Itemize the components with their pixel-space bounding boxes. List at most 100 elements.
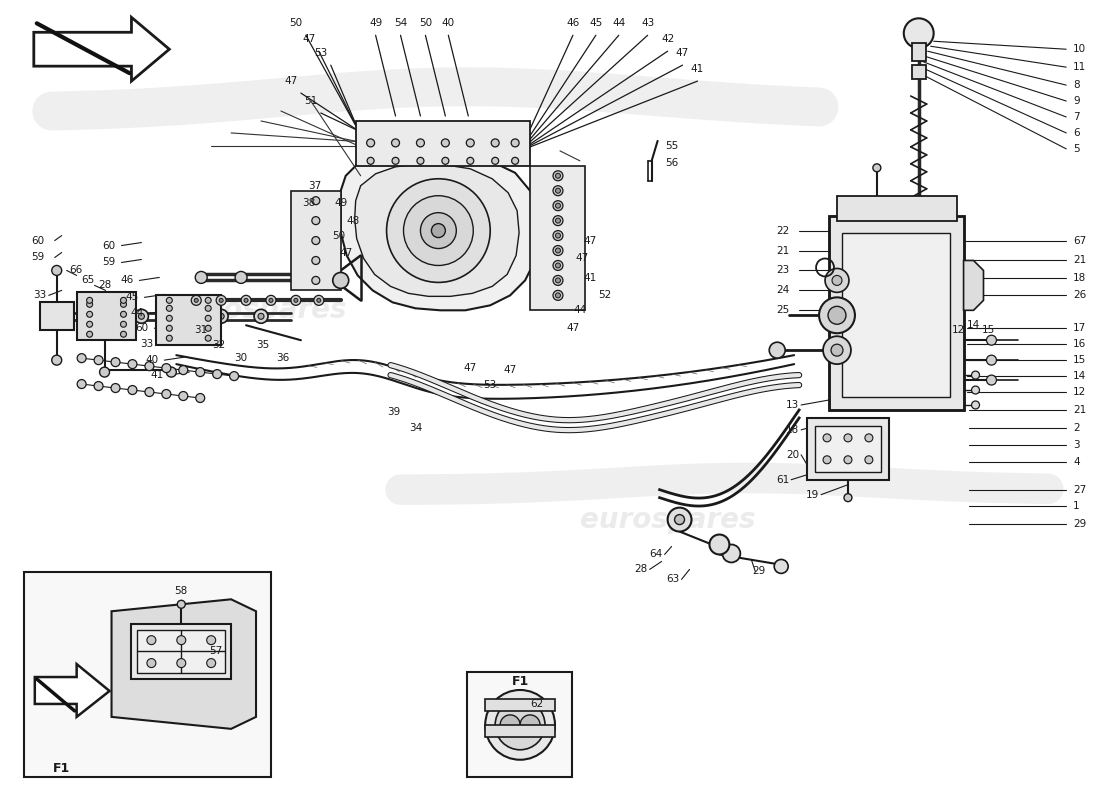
Polygon shape (964, 261, 983, 310)
Text: 29: 29 (1074, 518, 1087, 529)
Text: 46: 46 (120, 275, 133, 286)
Text: 66: 66 (69, 266, 82, 275)
Circle shape (121, 331, 126, 338)
Text: 53: 53 (315, 48, 328, 58)
Circle shape (512, 158, 518, 164)
Circle shape (134, 310, 148, 323)
Circle shape (987, 355, 997, 365)
Circle shape (87, 298, 92, 303)
Circle shape (844, 456, 851, 464)
Circle shape (217, 295, 227, 306)
Circle shape (317, 298, 321, 302)
Bar (911, 258, 926, 266)
Text: 26: 26 (1074, 290, 1087, 300)
Circle shape (206, 306, 211, 311)
Circle shape (145, 387, 154, 397)
Text: 54: 54 (394, 18, 407, 28)
Text: 32: 32 (212, 340, 226, 350)
Circle shape (177, 600, 185, 608)
Text: 10: 10 (1074, 44, 1087, 54)
Circle shape (128, 386, 136, 394)
Text: 47: 47 (302, 34, 316, 44)
Circle shape (553, 261, 563, 270)
Text: 47: 47 (575, 254, 589, 263)
Circle shape (87, 302, 92, 307)
Text: 15: 15 (1074, 355, 1087, 365)
Text: 1: 1 (1074, 501, 1080, 510)
Circle shape (556, 293, 561, 298)
Circle shape (987, 375, 997, 385)
Circle shape (553, 246, 563, 255)
Circle shape (195, 271, 207, 283)
Text: 29: 29 (752, 566, 766, 577)
Circle shape (311, 237, 320, 245)
Circle shape (825, 269, 849, 292)
Circle shape (865, 434, 873, 442)
Text: 15: 15 (982, 326, 996, 335)
Bar (842, 233, 949, 397)
Circle shape (832, 275, 842, 286)
Circle shape (206, 326, 211, 331)
Text: 47: 47 (464, 363, 477, 373)
Text: 50: 50 (332, 230, 345, 241)
Bar (132, 624, 231, 679)
Circle shape (553, 186, 563, 196)
Text: 13: 13 (785, 400, 799, 410)
Circle shape (235, 271, 248, 283)
Polygon shape (354, 164, 519, 296)
Circle shape (206, 315, 211, 322)
Text: 44: 44 (612, 18, 626, 28)
Circle shape (258, 314, 264, 319)
Circle shape (987, 335, 997, 345)
Circle shape (311, 197, 320, 205)
Circle shape (404, 196, 473, 266)
Text: 43: 43 (641, 18, 654, 28)
Circle shape (207, 658, 216, 667)
Text: 46: 46 (566, 18, 580, 28)
Text: 47: 47 (583, 235, 596, 246)
Circle shape (873, 164, 881, 172)
Circle shape (723, 545, 740, 562)
Text: 49: 49 (368, 18, 382, 28)
Bar (530, 166, 585, 310)
Circle shape (270, 298, 273, 302)
Text: 38: 38 (302, 198, 316, 208)
Circle shape (556, 188, 561, 194)
Circle shape (485, 690, 556, 760)
Circle shape (442, 158, 449, 164)
Circle shape (710, 534, 729, 554)
Text: 47: 47 (284, 76, 297, 86)
Circle shape (865, 456, 873, 464)
Circle shape (311, 257, 320, 265)
Text: 17: 17 (1074, 323, 1087, 334)
Circle shape (556, 218, 561, 223)
Circle shape (311, 217, 320, 225)
Polygon shape (111, 599, 256, 729)
Text: 12: 12 (1074, 387, 1087, 397)
Text: 59: 59 (102, 258, 116, 267)
Text: 50: 50 (289, 18, 302, 28)
Circle shape (111, 383, 120, 393)
Circle shape (77, 354, 86, 362)
Text: 27: 27 (1074, 485, 1087, 494)
Circle shape (244, 298, 249, 302)
Text: 18: 18 (1074, 274, 1087, 283)
Bar (468, 672, 572, 777)
Circle shape (556, 248, 561, 253)
Circle shape (87, 322, 92, 327)
Bar (24, 572, 271, 777)
Text: 39: 39 (387, 407, 400, 417)
Text: 16: 16 (1074, 339, 1087, 349)
Bar (837, 196, 957, 221)
Circle shape (166, 306, 173, 311)
Bar (290, 190, 341, 290)
Circle shape (99, 314, 104, 319)
Text: 28: 28 (99, 280, 112, 290)
Text: 5: 5 (1074, 144, 1080, 154)
Circle shape (417, 158, 424, 164)
Circle shape (179, 366, 188, 374)
Text: 21: 21 (1074, 405, 1087, 415)
Circle shape (191, 295, 201, 306)
Text: 45: 45 (590, 18, 603, 28)
Circle shape (95, 382, 103, 390)
